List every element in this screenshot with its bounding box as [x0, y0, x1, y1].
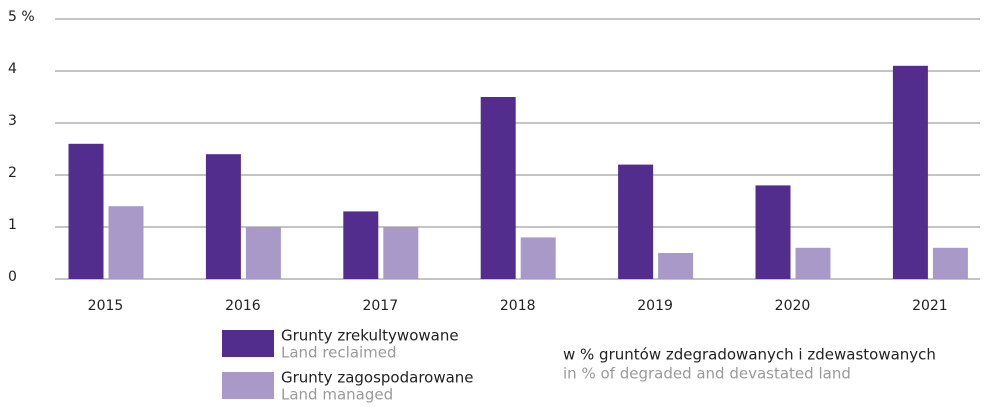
bar	[932, 247, 968, 279]
bar	[343, 211, 379, 279]
y-tick-label: 3	[8, 113, 17, 129]
annotation-en: in % of degraded and devastated land	[563, 365, 851, 383]
bar	[618, 164, 654, 279]
bar	[755, 185, 791, 279]
y-tick-label: 1	[8, 217, 17, 233]
bar	[480, 97, 516, 279]
legend-label: Grunty zagospodarowane	[281, 369, 474, 387]
legend-swatch	[222, 372, 274, 399]
bar	[205, 154, 241, 279]
bar	[68, 143, 104, 279]
bar	[520, 237, 556, 279]
x-tick-label: 2017	[362, 298, 398, 314]
y-tick-label: 5 %	[8, 9, 35, 25]
x-tick-label: 2016	[225, 298, 261, 314]
x-tick-label: 2021	[912, 298, 948, 314]
y-tick-label: 2	[8, 165, 17, 181]
y-tick-label: 4	[8, 61, 17, 77]
y-tick-label: 0	[8, 269, 17, 285]
bar	[245, 227, 281, 279]
bar	[108, 206, 144, 279]
x-tick-label: 2019	[637, 298, 673, 314]
legend-swatch	[222, 330, 274, 357]
x-tick-label: 2020	[775, 298, 811, 314]
legend-label-en: Land reclaimed	[281, 344, 397, 362]
legend-label-en: Land managed	[281, 386, 393, 404]
bar	[795, 247, 831, 279]
x-tick-label: 2015	[88, 298, 124, 314]
x-tick-label: 2018	[500, 298, 536, 314]
bar	[892, 65, 928, 279]
legend-label: Grunty zrekultywowane	[281, 327, 459, 345]
annotation: w % gruntów zdegradowanych i zdewastowan…	[563, 346, 936, 364]
bar	[658, 253, 694, 279]
bar	[383, 227, 419, 279]
